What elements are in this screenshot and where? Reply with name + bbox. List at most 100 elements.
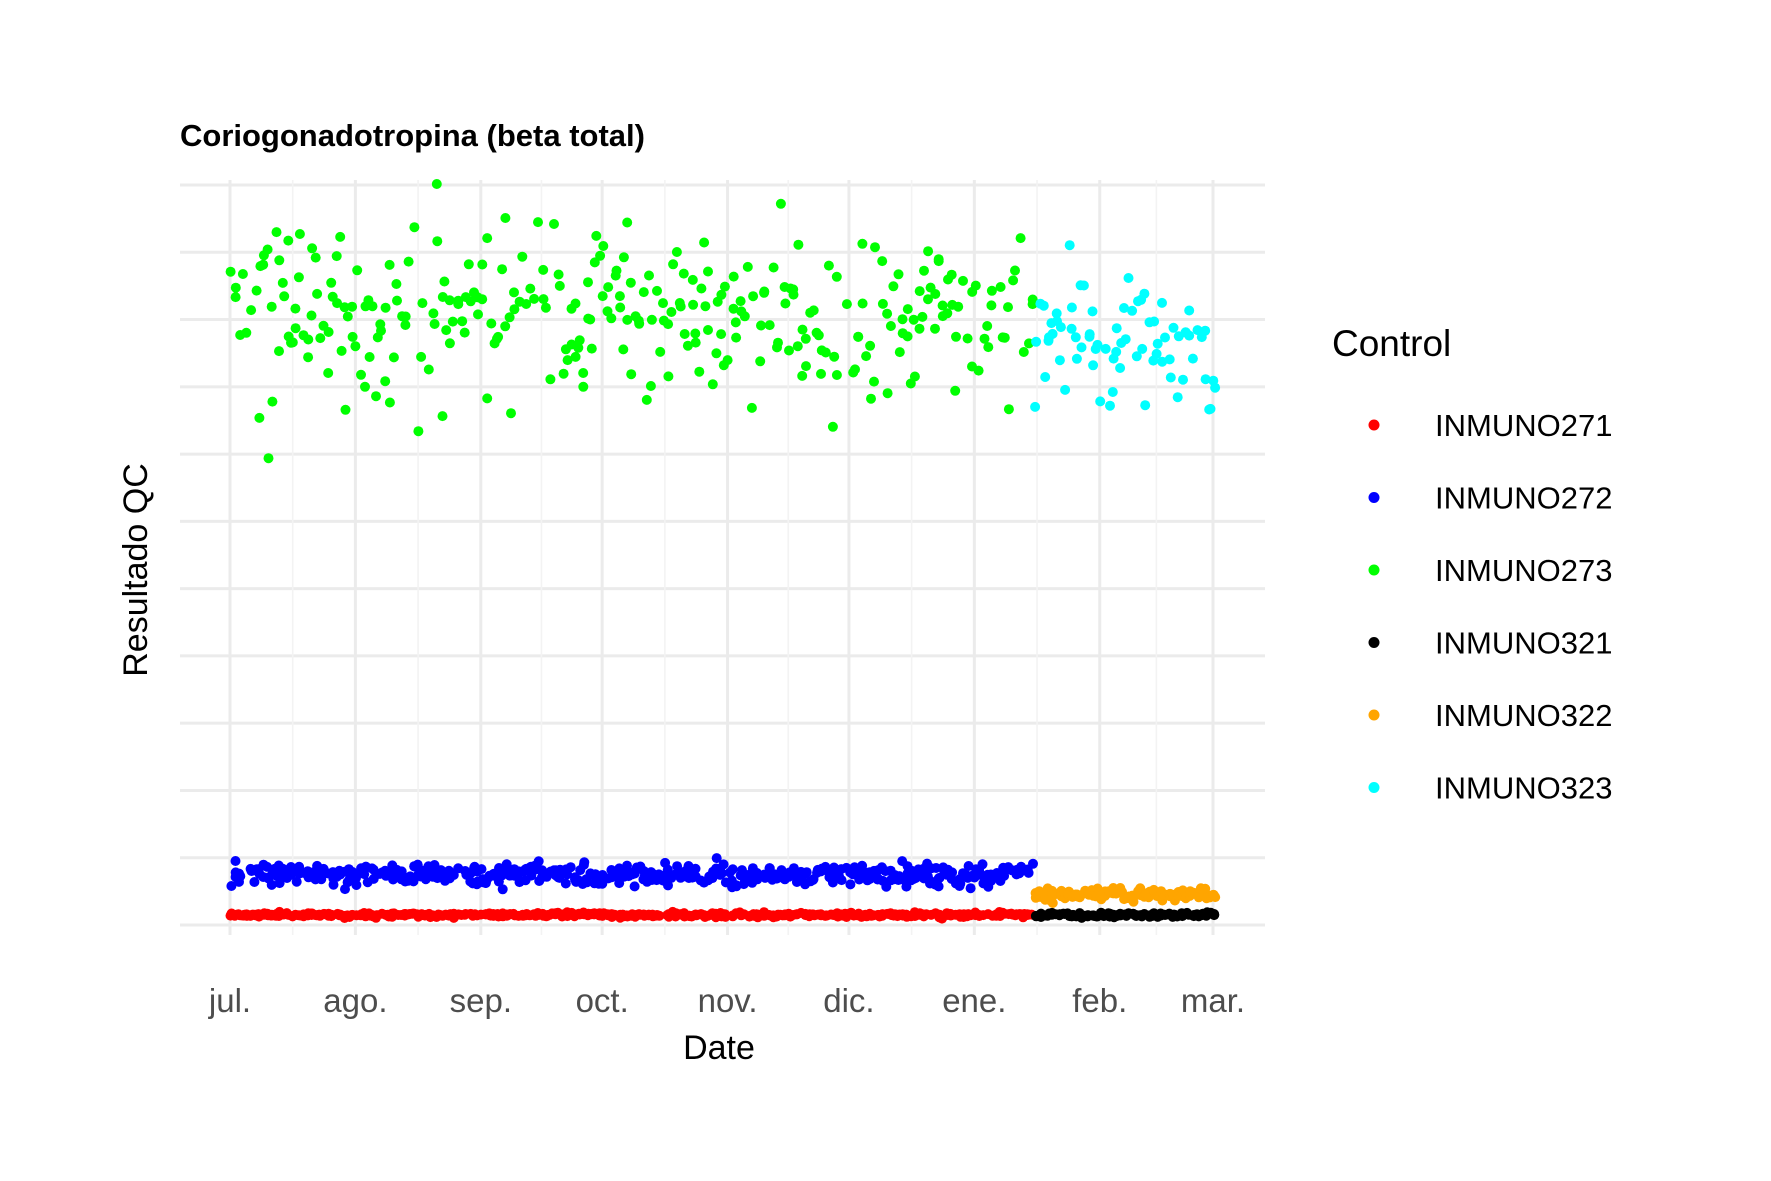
- data-point: [529, 293, 540, 304]
- data-point: [332, 298, 343, 309]
- data-point: [784, 345, 794, 356]
- data-point: [326, 277, 337, 288]
- data-point: [1172, 392, 1183, 403]
- grid: [180, 180, 1265, 935]
- data-point: [1070, 332, 1081, 343]
- data-point: [914, 286, 925, 297]
- legend-swatch: [1368, 782, 1380, 793]
- data-point: [497, 264, 508, 275]
- data-point: [882, 388, 893, 399]
- data-point: [882, 308, 893, 319]
- x-tick-label: sep.: [450, 982, 512, 1019]
- data-point: [521, 299, 532, 309]
- data-point: [1157, 356, 1168, 367]
- data-point: [290, 323, 301, 334]
- data-point: [591, 230, 602, 241]
- data-point: [792, 341, 803, 352]
- data-point: [230, 292, 241, 303]
- data-point: [262, 244, 273, 255]
- x-tick-label: dic.: [823, 982, 874, 1019]
- data-point: [463, 259, 474, 270]
- data-point: [711, 853, 722, 864]
- data-point: [634, 318, 645, 329]
- data-point: [497, 884, 508, 895]
- data-point: [350, 341, 361, 352]
- data-point: [482, 233, 493, 244]
- data-point: [816, 368, 826, 379]
- data-point: [739, 311, 750, 322]
- data-point: [909, 371, 920, 382]
- data-point: [894, 347, 905, 358]
- data-point: [263, 453, 274, 464]
- data-point: [853, 331, 864, 342]
- data-point: [403, 256, 414, 267]
- data-point: [718, 859, 729, 870]
- data-point: [1140, 400, 1151, 411]
- data-point: [509, 304, 520, 315]
- data-point: [1209, 909, 1220, 920]
- data-point: [908, 314, 919, 325]
- data-point: [690, 328, 701, 339]
- data-point: [652, 285, 662, 296]
- data-point: [432, 236, 443, 247]
- data-point: [225, 266, 236, 277]
- data-point: [1018, 347, 1029, 357]
- data-point: [310, 252, 321, 263]
- data-point: [560, 878, 571, 889]
- data-point: [578, 381, 589, 392]
- data-point: [1040, 372, 1051, 382]
- data-point: [482, 393, 493, 404]
- data-point: [707, 379, 718, 390]
- data-point: [645, 381, 656, 391]
- data-point: [933, 881, 944, 892]
- data-point: [811, 327, 822, 338]
- data-point: [315, 333, 326, 344]
- data-point: [1100, 343, 1111, 354]
- data-point: [742, 261, 753, 272]
- legend-label: INMUNO271: [1435, 408, 1612, 443]
- data-point: [290, 303, 301, 314]
- data-point: [444, 338, 455, 349]
- data-point: [1008, 275, 1019, 286]
- data-point: [829, 351, 840, 362]
- data-point: [877, 256, 888, 267]
- legend-items: INMUNO271 INMUNO272 INMUNO273 INMUNO321 INMU…: [1368, 408, 1612, 806]
- data-point: [614, 291, 625, 302]
- data-point: [1160, 332, 1170, 343]
- data-point: [950, 385, 961, 396]
- data-point: [857, 298, 868, 309]
- data-point: [1003, 404, 1014, 415]
- data-point: [1157, 297, 1167, 308]
- series-INMUNO322: [1030, 883, 1221, 908]
- data-point: [658, 298, 668, 309]
- data-point: [958, 275, 968, 286]
- data-point: [274, 878, 285, 889]
- data-point: [279, 291, 290, 302]
- data-point: [230, 282, 241, 293]
- data-point: [447, 316, 458, 327]
- data-point: [1060, 384, 1071, 395]
- data-point: [533, 217, 543, 228]
- data-point: [716, 868, 727, 879]
- data-point: [666, 307, 677, 317]
- data-point: [615, 302, 626, 313]
- data-point: [719, 909, 729, 920]
- data-point: [638, 287, 649, 298]
- data-point: [453, 299, 464, 310]
- data-point: [437, 411, 448, 422]
- data-point: [1149, 316, 1160, 327]
- data-point: [877, 298, 888, 309]
- data-point: [719, 281, 730, 292]
- data-point: [1028, 858, 1038, 869]
- data-point: [538, 294, 549, 305]
- data-point: [400, 320, 411, 330]
- data-point: [800, 333, 811, 344]
- data-point: [249, 877, 260, 887]
- data-point: [663, 319, 674, 330]
- data-point: [703, 325, 713, 335]
- data-point: [995, 282, 1006, 292]
- data-point: [439, 276, 450, 287]
- data-point: [865, 340, 876, 351]
- data-point: [953, 301, 964, 312]
- data-point: [459, 327, 470, 338]
